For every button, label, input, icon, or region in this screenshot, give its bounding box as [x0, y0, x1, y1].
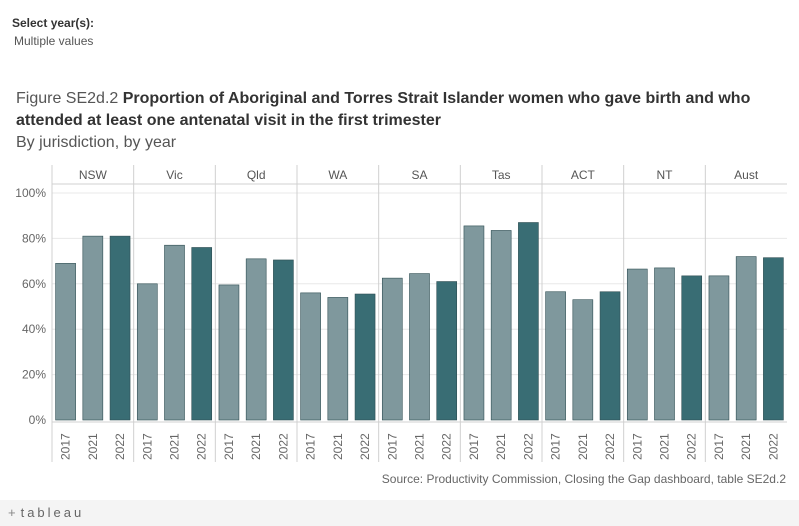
x-tick-label: 2022	[276, 433, 290, 460]
y-tick-label: 40%	[22, 322, 46, 336]
bar-sa-2017	[381, 277, 403, 421]
tableau-wordmark: tableau	[20, 505, 85, 520]
x-tick-label: 2021	[413, 433, 427, 460]
bar-aust-2021	[735, 256, 757, 421]
source-note: Source: Productivity Commission, Closing…	[381, 472, 786, 486]
x-tick-label: 2017	[712, 433, 726, 460]
bar-tas-2022	[518, 222, 539, 421]
bar-nsw-2022	[109, 235, 131, 421]
x-tick-label: 2022	[113, 433, 127, 460]
x-tick-label: 2022	[685, 433, 699, 460]
bar-qld-2021	[245, 258, 267, 421]
group-header-wa: WA	[328, 168, 347, 182]
figure-number: Figure SE2d.2	[16, 90, 119, 107]
x-tick-label: 2021	[249, 433, 263, 460]
x-tick-label: 2022	[358, 433, 372, 460]
x-tick-label: 2021	[331, 433, 345, 460]
x-tick-label: 2017	[630, 433, 644, 460]
bar-nt-2017	[626, 268, 648, 421]
x-tick-label: 2017	[549, 433, 563, 460]
chart-subtitle: By jurisdiction, by year	[16, 134, 177, 151]
figure-title: Proportion of Aboriginal and Torres Stra…	[16, 90, 751, 129]
group-header-nt: NT	[657, 168, 674, 182]
bar-sa-2022	[436, 281, 458, 421]
x-tick-label: 2017	[59, 433, 73, 460]
bar-nsw-2017	[55, 263, 76, 421]
x-tick-label: 2022	[195, 433, 209, 460]
tableau-logo[interactable]: + tableau	[8, 505, 84, 520]
x-tick-label: 2021	[168, 433, 182, 460]
bar-wa-2017	[300, 292, 321, 421]
bar-wa-2021	[327, 297, 349, 421]
x-tick-label: 2022	[521, 433, 535, 460]
bar-tas-2017	[463, 225, 485, 421]
bar-act-2022	[599, 291, 621, 421]
x-tick-label: 2021	[86, 433, 100, 460]
group-header-nsw: NSW	[79, 168, 108, 182]
x-tick-label: 2017	[385, 433, 399, 460]
group-header-vic: Vic	[166, 168, 182, 182]
y-tick-label: 60%	[22, 277, 46, 291]
x-tick-label: 2022	[766, 433, 780, 460]
bar-sa-2021	[409, 273, 430, 421]
tableau-mark-icon: +	[8, 505, 19, 520]
bar-vic-2017	[136, 283, 158, 421]
group-header-act: ACT	[571, 168, 596, 182]
x-tick-label: 2017	[304, 433, 318, 460]
bar-act-2021	[572, 299, 594, 421]
x-tick-label: 2017	[467, 433, 481, 460]
group-header-aust: Aust	[734, 168, 759, 182]
x-tick-label: 2021	[494, 433, 508, 460]
bar-nsw-2021	[82, 235, 104, 421]
bar-chart: 0% 20% 40% 60% 80% 100% NSW 2017 2021 2022 Vic 2017…	[15, 165, 787, 462]
year-filter-value[interactable]: Multiple values	[14, 34, 94, 48]
bar-act-2017	[545, 291, 566, 421]
bar-nt-2022	[681, 275, 703, 421]
bar-nt-2021	[654, 267, 675, 421]
x-tick-label: 2022	[603, 433, 617, 460]
x-tick-label: 2017	[140, 433, 154, 460]
x-tick-label: 2021	[739, 433, 753, 460]
y-tick-label: 80%	[22, 231, 46, 245]
x-tick-label: 2021	[576, 433, 590, 460]
y-tick-label: 100%	[15, 186, 46, 200]
bar-vic-2022	[191, 247, 213, 421]
y-tick-label: 0%	[29, 413, 47, 427]
group-header-tas: Tas	[492, 168, 511, 182]
x-tick-label: 2021	[658, 433, 672, 460]
x-tick-label: 2022	[440, 433, 454, 460]
bar-qld-2017	[218, 284, 240, 421]
bar-vic-2021	[164, 244, 185, 421]
y-tick-label: 20%	[22, 368, 46, 382]
x-tick-label: 2017	[222, 433, 236, 460]
group-header-qld: Qld	[247, 168, 266, 182]
bar-aust-2017	[708, 275, 730, 421]
tableau-footer: + tableau	[0, 500, 799, 526]
bar-qld-2022	[273, 259, 294, 421]
group-header-sa: SA	[411, 168, 427, 182]
bar-wa-2022	[354, 293, 376, 421]
bar-tas-2021	[490, 230, 512, 421]
bar-aust-2022	[763, 257, 784, 421]
chart-title: Figure SE2d.2 Proportion of Aboriginal a…	[16, 88, 786, 154]
year-filter-label: Select year(s):	[12, 16, 95, 30]
